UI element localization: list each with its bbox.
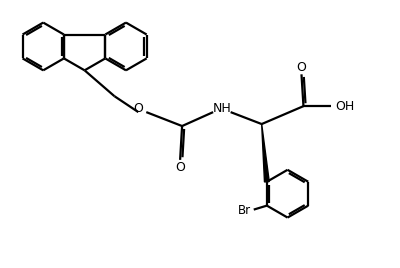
- Text: O: O: [296, 61, 306, 74]
- Text: OH: OH: [336, 100, 355, 113]
- Polygon shape: [262, 124, 269, 182]
- Text: O: O: [175, 161, 185, 174]
- Text: O: O: [133, 102, 143, 116]
- Text: NH: NH: [212, 102, 231, 116]
- Text: Br: Br: [238, 204, 251, 217]
